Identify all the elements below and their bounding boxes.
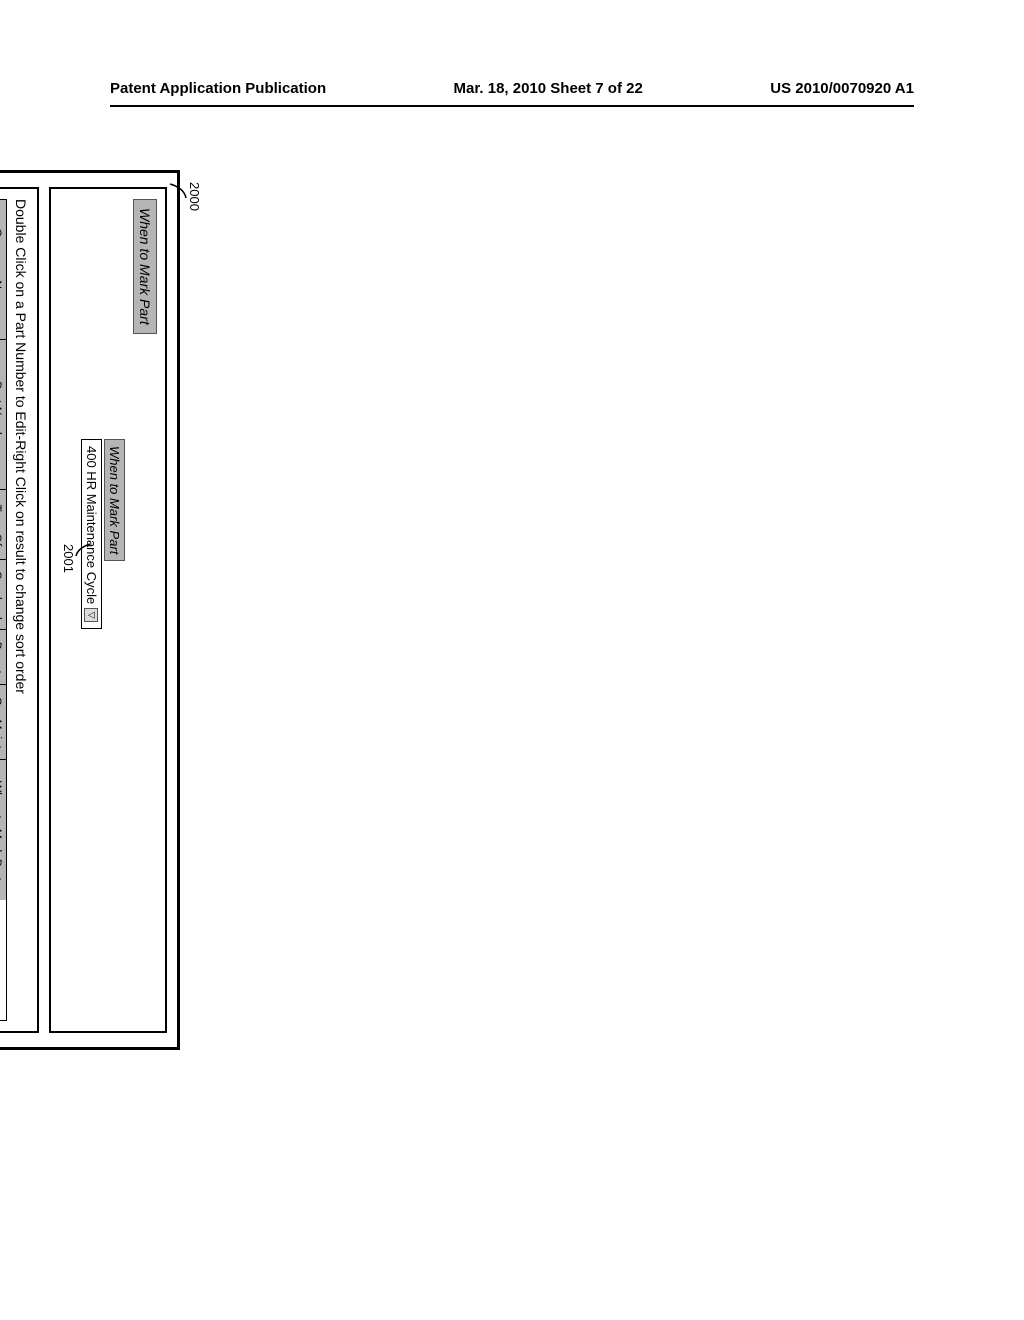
table-column: Overhaul bbox=[0, 560, 6, 630]
column-header[interactable]: Common Name bbox=[0, 200, 6, 339]
outer-box: When to Mark Part When to Mark Part 400 … bbox=[0, 170, 180, 1050]
header-center: Mar. 18, 2010 Sheet 7 of 22 bbox=[454, 80, 643, 97]
column-header[interactable]: Depot bbox=[0, 630, 6, 684]
column-header[interactable]: Part Number bbox=[0, 340, 6, 489]
panel-bottom-instruction: Double Click on a Part Number to Edit-Ri… bbox=[13, 199, 29, 1021]
table-column: Depot bbox=[0, 630, 6, 685]
header-rule bbox=[110, 105, 914, 107]
table-column: Type Of bbox=[0, 490, 6, 560]
column-header[interactable]: Overhaul bbox=[0, 560, 6, 629]
column-header[interactable]: Type Of bbox=[0, 490, 6, 559]
mark-part-label: When to Mark Part bbox=[104, 439, 125, 561]
table-column: Common Name bbox=[0, 200, 6, 340]
table-column: When to Mark Part bbox=[0, 760, 6, 900]
panel-top: When to Mark Part When to Mark Part 400 … bbox=[49, 187, 167, 1033]
figure-container: 2000 When to Mark Part When to Mark Part… bbox=[0, 170, 180, 810]
header-left: Patent Application Publication bbox=[110, 80, 326, 97]
page-header: Patent Application Publication Mar. 18, … bbox=[0, 80, 1024, 97]
panel-bottom: Double Click on a Part Number to Edit-Ri… bbox=[0, 187, 39, 1033]
mark-part-value: 400 HR Maintenance Cycle bbox=[84, 446, 99, 604]
callout-2000: 2000 bbox=[187, 182, 202, 211]
panel-top-title: When to Mark Part bbox=[133, 199, 157, 334]
mark-part-dropdown[interactable]: 400 HR Maintenance Cycle ▽ bbox=[81, 439, 102, 629]
callout-2001: 2001 bbox=[61, 544, 76, 573]
header-right: US 2010/0070920 A1 bbox=[770, 80, 914, 97]
column-header[interactable]: When to Mark Part bbox=[0, 760, 6, 900]
table-column: Part Number bbox=[0, 340, 6, 490]
parts-table: Common NamePart NumberType OfOverhaulDep… bbox=[0, 199, 7, 1021]
table-column: Cur MaintClick-CM bbox=[0, 685, 6, 760]
column-header[interactable]: Cur Maint bbox=[0, 685, 6, 759]
chevron-down-icon[interactable]: ▽ bbox=[85, 608, 99, 622]
